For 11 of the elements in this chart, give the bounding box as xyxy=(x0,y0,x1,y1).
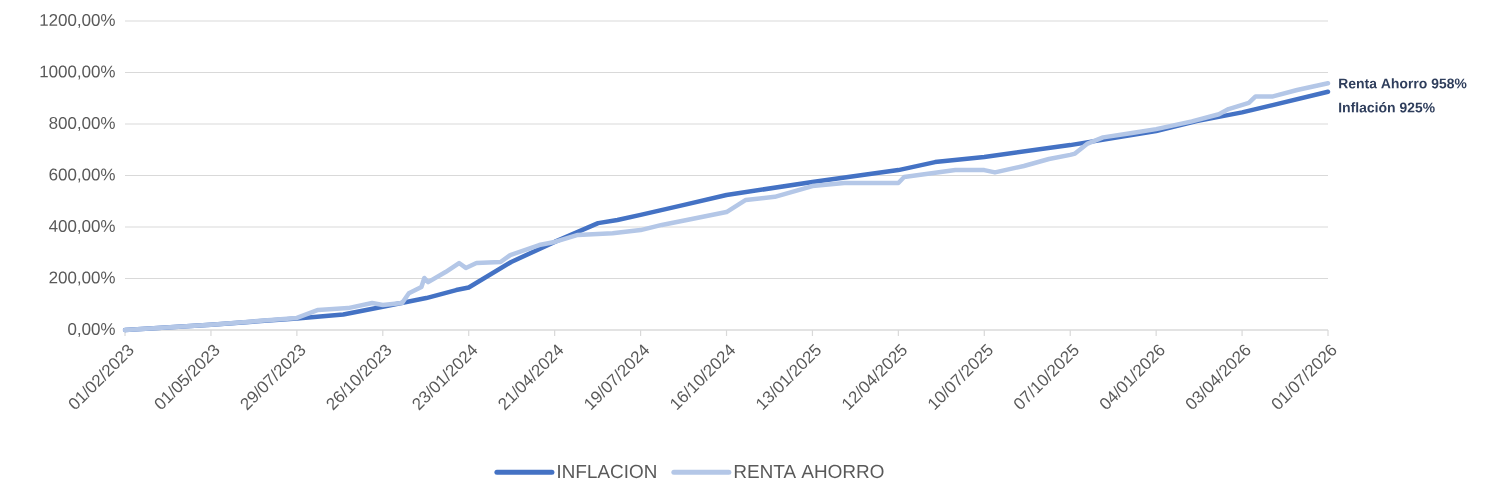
legend-label: INFLACION xyxy=(558,464,656,479)
y-tick-label: 400,00% xyxy=(49,219,115,234)
y-tick-label: 600,00% xyxy=(49,168,115,183)
legend-label: RENTA AHORRO xyxy=(734,464,884,479)
y-tick-label: 200,00% xyxy=(49,271,115,286)
y-tick-label: 1200,00% xyxy=(40,13,115,28)
annotation: Inflación 925% xyxy=(1339,102,1435,113)
y-tick-label: 0,00% xyxy=(68,322,115,337)
y-tick-label: 800,00% xyxy=(49,116,115,131)
annotation: Renta Ahorro 958% xyxy=(1339,78,1467,89)
y-tick-label: 1000,00% xyxy=(40,65,115,80)
